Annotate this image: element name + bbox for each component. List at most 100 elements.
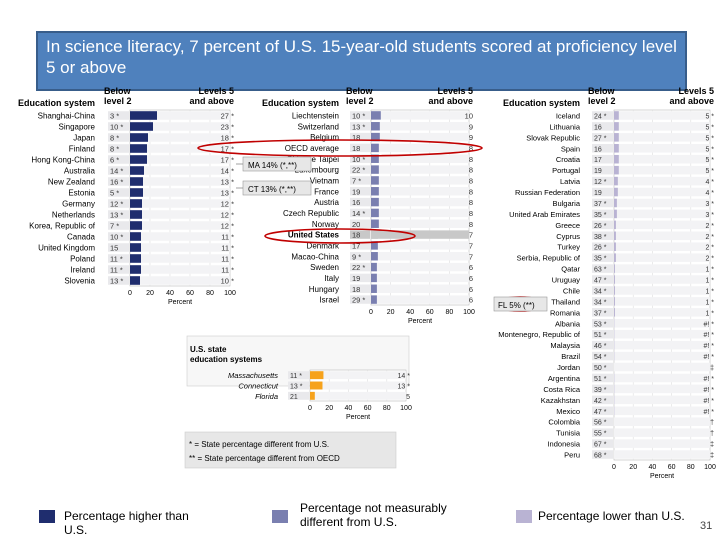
p1-levels5-value: 11 *: [221, 266, 234, 275]
p1-below-level2-value: 10 *: [110, 233, 123, 242]
p2-below-level2-value: 9 *: [352, 252, 361, 261]
p1-levels5-value: 12 *: [221, 200, 234, 209]
page-number: 31: [700, 520, 713, 532]
p3-row-band: [614, 439, 710, 448]
p1-levels5-value: 13 *: [221, 178, 234, 187]
p3-below-cell: [592, 384, 613, 394]
p2-below-level2-value: 18: [352, 133, 360, 142]
p2-below-cell: [350, 197, 370, 207]
p1-bar: [130, 232, 141, 241]
p3-levels5-value: 2 *: [705, 245, 714, 252]
p4-country-label: Florida: [255, 392, 278, 401]
p3-levels5-value: 5 *: [705, 135, 714, 142]
p3-row-band: [614, 406, 710, 416]
p1-bar: [130, 144, 147, 153]
p4-row-band: [310, 371, 406, 380]
p3-below-cell: [592, 220, 613, 230]
p1-below-level2-value: 16 *: [110, 178, 123, 187]
p2-axis-label: Percent: [408, 318, 432, 325]
p1-axis-label: Percent: [168, 299, 192, 306]
p3-below-cell: [592, 428, 613, 437]
p1-levels5-value: 17 *: [221, 156, 234, 165]
p1-row-band: [130, 199, 230, 208]
p2-row-band: [371, 208, 469, 218]
p2-header-levels-1: Levels 5: [437, 86, 473, 96]
p2-below-cell: [350, 273, 370, 283]
p1-bar: [130, 177, 143, 186]
p3-levels5-value: 1 *: [705, 288, 714, 295]
p2-below-cell: [350, 241, 370, 250]
p2-below-level2-value: 13 *: [352, 122, 365, 131]
p3-bar: [614, 308, 615, 317]
p2-row-band: [371, 154, 469, 163]
p3-row-band: [614, 428, 710, 437]
p2-below-level2-value: 18: [352, 231, 360, 240]
p1-levels5-value: 10 *: [221, 277, 234, 286]
p2-country-label: Belgium: [310, 133, 339, 142]
p3-bar: [614, 220, 616, 230]
state-panel-title-2: education systems: [190, 355, 263, 364]
p1-row-band: [130, 210, 230, 219]
p3-levels5-value: 3 *: [705, 212, 714, 219]
p3-row-band: [614, 275, 710, 284]
p2-bar: [371, 176, 379, 185]
p2-below-cell: [350, 252, 370, 261]
p1-country-label: Canada: [67, 233, 96, 242]
p3-below-cell: [592, 351, 613, 361]
p1-bar: [130, 221, 142, 230]
p1-country-label: Australia: [64, 167, 96, 176]
p3-country-label: Qatar: [561, 265, 580, 274]
p3-tick-label: 100: [704, 464, 716, 471]
p3-row-band: [614, 362, 710, 372]
p3-below-cell: [592, 329, 613, 339]
p2-bar: [371, 262, 377, 272]
p3-levels5-value: 2 *: [705, 223, 714, 230]
p2-bar: [371, 122, 380, 131]
p3-row-band: [614, 450, 710, 459]
p3-row-band: [614, 154, 710, 164]
p3-levels5-value: 5 *: [705, 168, 714, 175]
p3-below-level2-value: 50 *: [594, 365, 607, 372]
p3-bar: [614, 165, 619, 175]
p4-levels5-value: 13 *: [398, 384, 411, 391]
p2-below-level2-value: 14 *: [352, 209, 365, 218]
p3-row-band: [614, 286, 710, 295]
p2-levels5-value: 8: [469, 198, 473, 207]
p1-below-cell: [108, 177, 129, 186]
p4-below-cell: [288, 391, 309, 400]
p3-bar: [614, 176, 618, 186]
p4-below-cell: [288, 371, 309, 380]
p2-bar: [371, 143, 379, 153]
p3-country-label: Mexico: [556, 407, 580, 416]
p2-row-band: [371, 219, 469, 228]
p2-below-level2-value: 10 *: [352, 155, 365, 164]
p3-below-level2-value: 46 *: [594, 343, 607, 350]
p2-below-cell: [350, 230, 370, 239]
p1-tick-label: 60: [186, 290, 194, 297]
p3-below-level2-value: 53 *: [594, 321, 607, 328]
p2-levels5-value: 9: [469, 122, 473, 131]
p3-country-label: Croatia: [556, 155, 581, 164]
p3-tick-label: 40: [649, 464, 657, 471]
p3-levels5-value: ‡: [710, 442, 714, 449]
p3-tick-label: 0: [612, 464, 616, 471]
p2-bar: [371, 208, 379, 218]
p2-bar: [371, 252, 378, 261]
p2-tick-label: 80: [446, 309, 454, 316]
p2-levels5-value: 6: [469, 263, 473, 272]
p3-below-cell: [592, 340, 613, 350]
p3-levels5-value: #! *: [703, 387, 714, 394]
p2-country-label: Hungary: [309, 285, 339, 294]
p3-below-level2-value: 37 *: [594, 310, 607, 317]
p1-levels5-value: 11 *: [221, 244, 234, 253]
p2-below-level2-value: 18: [352, 144, 360, 153]
p3-below-level2-value: 19: [594, 168, 602, 175]
p2-country-label: Vietnam: [310, 176, 340, 185]
p3-below-cell: [592, 373, 613, 383]
p1-tick-label: 40: [166, 290, 174, 297]
p3-bar: [614, 133, 619, 142]
p3-country-label: Lithuania: [550, 122, 581, 131]
p2-country-label: Liechtenstein: [292, 111, 339, 120]
p3-below-level2-value: 16: [594, 146, 602, 153]
p3-below-level2-value: 56 *: [594, 420, 607, 427]
